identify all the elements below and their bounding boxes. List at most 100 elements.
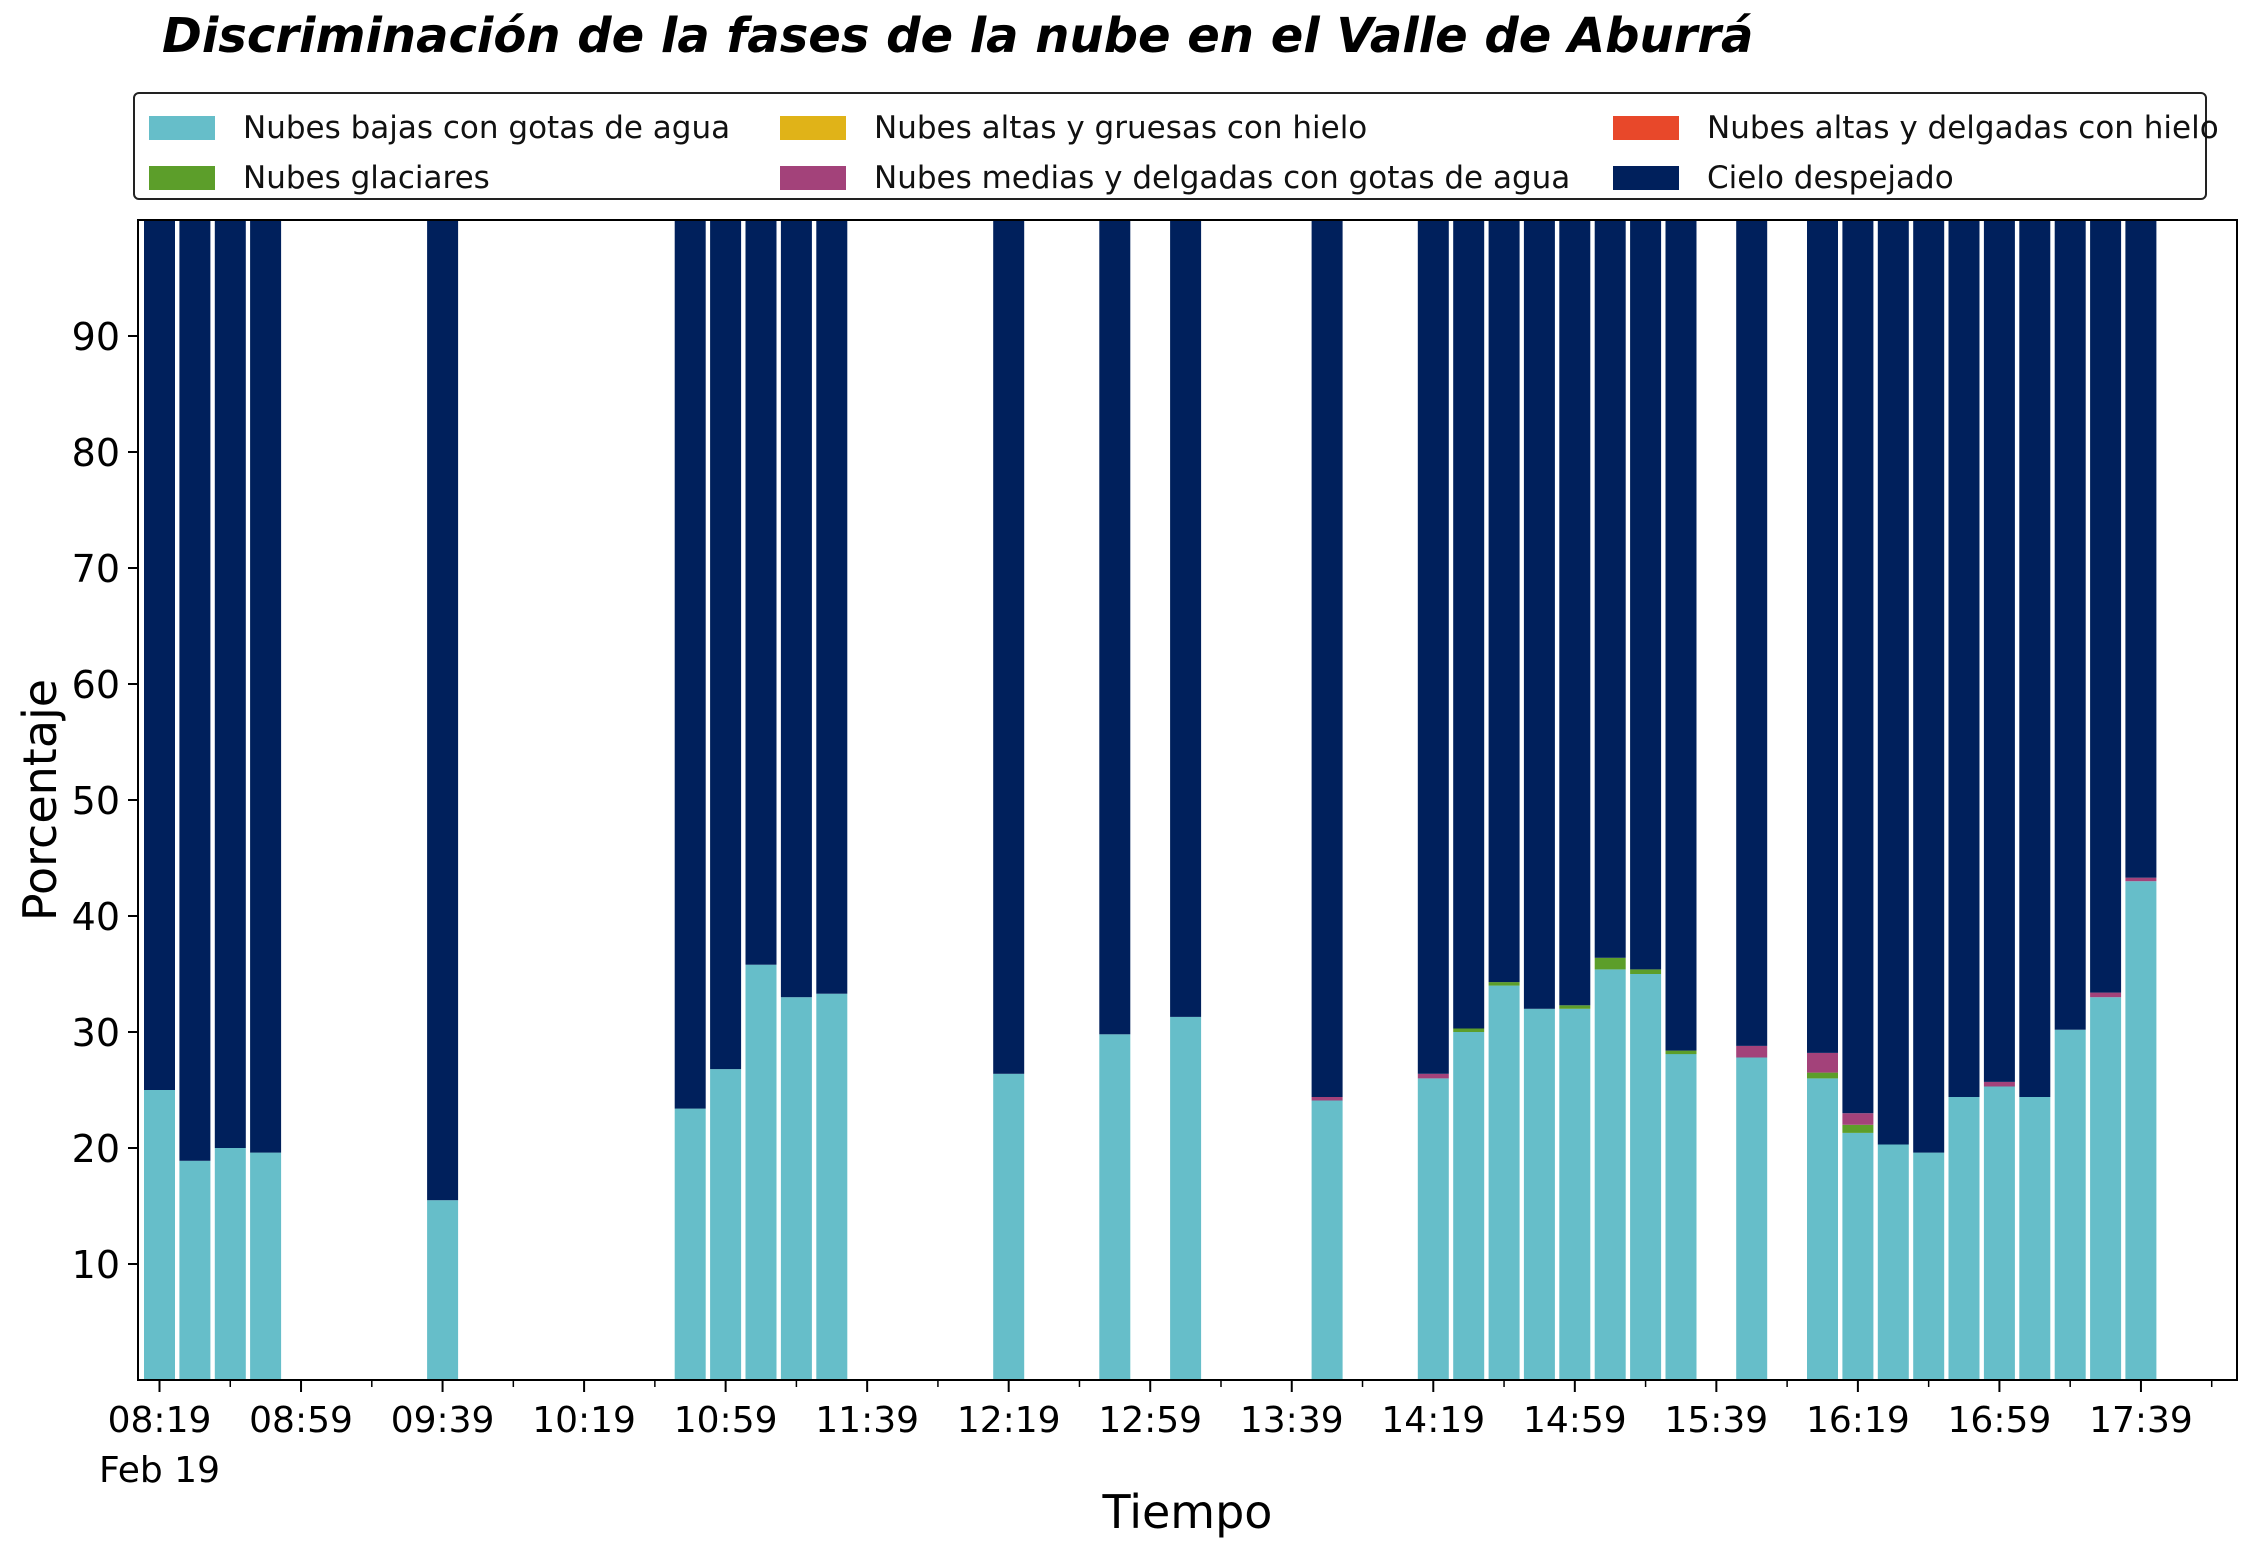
bar-segment-0-29 bbox=[2019, 1097, 2051, 1380]
x-tick-label: 08:19 bbox=[108, 1400, 212, 1441]
bar-segment-0-3 bbox=[250, 1152, 282, 1380]
bar-segment-5-4 bbox=[427, 220, 459, 1201]
legend-swatch bbox=[780, 166, 846, 190]
x-date-label: Feb 19 bbox=[99, 1450, 220, 1491]
bar-segment-0-6 bbox=[710, 1069, 742, 1380]
bar-segment-1-15 bbox=[1453, 1028, 1485, 1032]
bar-segment-5-30 bbox=[2054, 220, 2086, 1030]
bar-segment-0-16 bbox=[1488, 985, 1520, 1380]
bar-segment-0-28 bbox=[1983, 1086, 2015, 1380]
bar-segment-1-16 bbox=[1488, 982, 1520, 986]
bar-segment-5-31 bbox=[2090, 220, 2122, 993]
bar-segment-3-22 bbox=[1736, 1045, 1768, 1058]
x-tick-label: 13:39 bbox=[1240, 1400, 1344, 1441]
bar-segment-5-12 bbox=[1170, 220, 1202, 1017]
bar-segment-1-19 bbox=[1594, 957, 1626, 970]
bar-segment-0-10 bbox=[993, 1073, 1025, 1380]
bar-segment-5-1 bbox=[179, 220, 211, 1161]
bar-segment-5-5 bbox=[674, 220, 706, 1109]
bar-segment-5-13 bbox=[1311, 220, 1343, 1097]
y-tick-label: 80 bbox=[72, 431, 120, 475]
bar-segment-5-25 bbox=[1877, 220, 1909, 1145]
bar-segment-3-31 bbox=[2090, 992, 2122, 998]
x-tick-label: 10:59 bbox=[674, 1400, 778, 1441]
bar-segment-5-3 bbox=[250, 220, 282, 1153]
bar-segment-1-23 bbox=[1807, 1072, 1838, 1079]
bar-segment-0-21 bbox=[1665, 1054, 1697, 1380]
bar-segment-3-14 bbox=[1417, 1073, 1449, 1079]
bar-segment-5-9 bbox=[816, 220, 848, 994]
bar-segment-5-21 bbox=[1665, 220, 1697, 1051]
bar-segment-5-8 bbox=[780, 220, 812, 998]
y-tick-label: 90 bbox=[72, 315, 120, 359]
bar-segment-5-17 bbox=[1523, 220, 1555, 1009]
x-tick-label: 12:19 bbox=[957, 1400, 1061, 1441]
bar-segment-0-13 bbox=[1311, 1100, 1343, 1380]
bar-segment-5-6 bbox=[710, 220, 742, 1070]
bar-segment-0-18 bbox=[1559, 1008, 1591, 1380]
bar-segment-0-19 bbox=[1594, 969, 1626, 1380]
bar-segment-5-16 bbox=[1488, 220, 1520, 983]
bar-segment-0-4 bbox=[427, 1200, 459, 1380]
x-tick-label: 17:39 bbox=[2089, 1400, 2193, 1441]
bar-segment-0-17 bbox=[1523, 1008, 1555, 1380]
bar-segment-1-20 bbox=[1630, 969, 1662, 974]
legend-swatch bbox=[149, 166, 215, 190]
bar-segment-3-13 bbox=[1311, 1097, 1343, 1101]
bar-segment-0-31 bbox=[2090, 997, 2122, 1380]
chart-title: Discriminación de la fases de la nube en… bbox=[162, 8, 1754, 64]
bar-segment-0-25 bbox=[1877, 1144, 1909, 1380]
bar-segment-0-26 bbox=[1913, 1152, 1945, 1380]
bar-segment-5-15 bbox=[1453, 220, 1485, 1029]
bar-segment-5-19 bbox=[1594, 220, 1626, 958]
legend-item-nubes-altas-gruesas: Nubes altas y gruesas con hielo bbox=[780, 110, 1367, 146]
x-tick-label: 14:19 bbox=[1381, 1400, 1485, 1441]
bar-segment-5-7 bbox=[745, 220, 777, 965]
legend: Nubes bajas con gotas de agua Nubes glac… bbox=[133, 92, 2219, 200]
bar-segment-0-7 bbox=[745, 964, 777, 1380]
bar-segment-0-14 bbox=[1417, 1078, 1449, 1380]
bar-segment-1-21 bbox=[1665, 1050, 1697, 1055]
y-tick-label: 30 bbox=[72, 1011, 120, 1055]
bar-segment-3-24 bbox=[1842, 1113, 1874, 1125]
bar-segment-0-1 bbox=[179, 1160, 211, 1380]
bar-segment-1-24 bbox=[1842, 1124, 1874, 1133]
legend-swatch bbox=[780, 116, 846, 140]
bar-segment-0-0 bbox=[144, 1090, 175, 1380]
y-tick-label: 60 bbox=[72, 663, 120, 707]
bar-segment-1-18 bbox=[1559, 1005, 1591, 1009]
bar-segment-5-32 bbox=[2125, 220, 2157, 878]
x-tick-label: 16:19 bbox=[1806, 1400, 1910, 1441]
bar-segment-5-23 bbox=[1807, 220, 1838, 1053]
bar-segment-0-15 bbox=[1453, 1032, 1485, 1380]
legend-label: Cielo despejado bbox=[1707, 160, 1954, 196]
bar-segment-5-0 bbox=[144, 220, 175, 1090]
legend-item-nubes-bajas: Nubes bajas con gotas de agua bbox=[149, 110, 730, 146]
legend-swatch bbox=[149, 116, 215, 140]
legend-label: Nubes altas y gruesas con hielo bbox=[874, 110, 1368, 146]
bar-segment-5-2 bbox=[214, 220, 246, 1148]
bar-segment-0-30 bbox=[2054, 1029, 2086, 1380]
y-tick-label: 70 bbox=[72, 547, 120, 591]
bar-segment-5-11 bbox=[1099, 220, 1131, 1035]
legend-label: Nubes bajas con gotas de agua bbox=[243, 110, 731, 146]
bar-segment-5-14 bbox=[1417, 220, 1449, 1074]
bar-segment-3-28 bbox=[1983, 1081, 2015, 1087]
legend-label: Nubes altas y delgadas con hielo bbox=[1707, 110, 2219, 146]
y-axis-label: Porcentaje bbox=[13, 679, 67, 921]
bar-segment-5-18 bbox=[1559, 220, 1591, 1006]
bar-segment-5-26 bbox=[1913, 220, 1945, 1153]
y-tick-label: 20 bbox=[72, 1127, 120, 1171]
bar-segment-0-20 bbox=[1630, 974, 1662, 1380]
x-tick-label: 15:39 bbox=[1664, 1400, 1768, 1441]
bar-segment-5-24 bbox=[1842, 220, 1874, 1114]
bar-segment-5-20 bbox=[1630, 220, 1662, 970]
y-tick-label: 50 bbox=[72, 779, 120, 823]
bar-segment-0-2 bbox=[214, 1148, 246, 1380]
legend-item-nubes-glaciares: Nubes glaciares bbox=[149, 160, 490, 196]
x-tick-label: 08:59 bbox=[249, 1400, 353, 1441]
bar-segment-0-32 bbox=[2125, 881, 2157, 1380]
y-tick-label: 40 bbox=[72, 895, 120, 939]
bar-segment-0-8 bbox=[780, 997, 812, 1380]
